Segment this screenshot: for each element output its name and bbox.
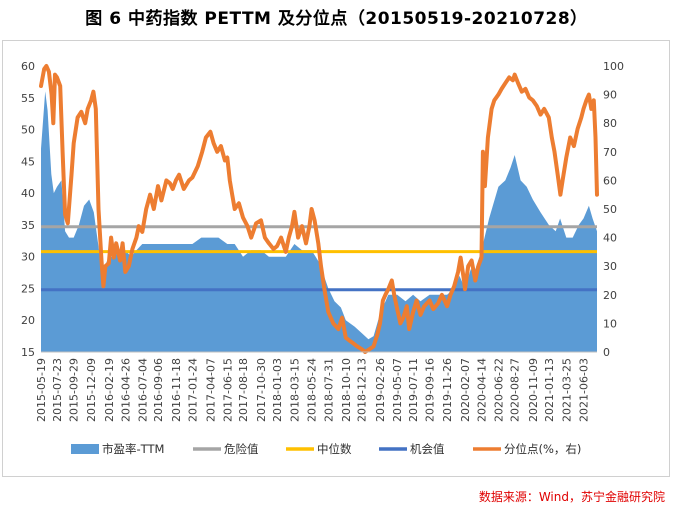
y-tick-label: 40 <box>21 187 35 200</box>
y2-tick-label: 90 <box>603 89 617 102</box>
chart-frame: 15 20 25 30 35 40 45 50 55 60 0 10 20 30 40 50 60 70 80 90 1… <box>2 40 670 477</box>
y-tick-label: 55 <box>21 92 35 105</box>
legend-opportunity-label: 机会值 <box>410 442 445 456</box>
y2-tick-label: 70 <box>603 146 617 159</box>
legend-percentile-label: 分位点(%，右) <box>504 442 581 456</box>
y-tick-label: 60 <box>21 60 35 73</box>
legend-pe-ttm-label: 市盈率-TTM <box>102 442 164 456</box>
y2-tick-label: 40 <box>603 232 617 245</box>
y-tick-label: 25 <box>21 282 35 295</box>
x-tick-label: 2016-11-18 <box>170 358 183 422</box>
y2-tick-label: 100 <box>603 60 624 73</box>
x-tick-label: 2016-04-26 <box>119 358 132 422</box>
x-tick-label: 2019-09-16 <box>424 358 437 422</box>
x-tick-label: 2017-08-18 <box>237 358 250 422</box>
x-tick-label: 2020-08-27 <box>509 358 522 422</box>
x-tick-label: 2016-07-04 <box>136 358 149 422</box>
x-tick-label: 2018-10-10 <box>340 358 353 422</box>
percentile-line <box>39 64 599 354</box>
x-tick-label: 2021-03-25 <box>560 358 573 422</box>
source-note: 数据来源：Wind，苏宁金融研究院 <box>478 490 665 504</box>
y2-tick-label: 80 <box>603 117 617 130</box>
x-tick-label: 2017-01-24 <box>186 358 199 422</box>
x-tick-label: 2020-04-14 <box>475 358 488 422</box>
x-tick-label: 2017-10-30 <box>255 358 268 422</box>
x-tick-label: 2019-07-11 <box>407 358 420 422</box>
y2-tick-label: 20 <box>603 289 617 302</box>
x-tick-label: 2017-04-07 <box>204 358 217 422</box>
x-tick-label: 2020-02-07 <box>459 358 472 422</box>
y2-tick-label: 50 <box>603 203 617 216</box>
y2-tick-label: 60 <box>603 174 617 187</box>
x-tick-label: 2017-06-15 <box>221 358 234 422</box>
y-tick-label: 35 <box>21 219 35 232</box>
x-tick-label: 2015-12-09 <box>85 358 98 422</box>
x-tick-label: 2018-05-24 <box>306 358 319 422</box>
x-tick-label: 2021-01-13 <box>543 358 556 422</box>
x-tick-label: 2018-12-13 <box>356 358 369 422</box>
x-tick-label: 2019-11-26 <box>441 358 454 422</box>
x-tick-label: 2018-01-03 <box>271 358 284 422</box>
x-tick-label: 2015-07-23 <box>51 358 64 422</box>
y-tick-label: 45 <box>21 155 35 168</box>
y2-tick-label: 30 <box>603 260 617 273</box>
y-tick-label: 15 <box>21 346 35 359</box>
x-tick-label: 2020-11-09 <box>527 358 540 422</box>
x-tick-label: 2018-07-31 <box>322 358 335 422</box>
x-tick-label: 2015-09-29 <box>68 358 81 422</box>
y-tick-label: 50 <box>21 124 35 137</box>
pe-ttm-area <box>41 91 597 353</box>
x-tick-label: 2015-05-19 <box>35 358 48 422</box>
x-tick-label: 2019-02-26 <box>374 358 387 422</box>
x-tick-label: 2021-06-03 <box>577 358 590 422</box>
x-tick-label: 2016-02-19 <box>103 358 116 422</box>
x-tick-label: 2016-09-06 <box>152 358 165 422</box>
y2-tick-label: 10 <box>603 317 617 330</box>
legend-danger-label: 危险值 <box>224 442 259 456</box>
y-tick-label: 20 <box>21 314 35 327</box>
pe-percentile-chart: 15 20 25 30 35 40 45 50 55 60 0 10 20 30 40 50 60 70 80 90 1… <box>21 60 624 456</box>
x-tick-label: 2018-03-15 <box>288 358 301 422</box>
y-tick-label: 30 <box>21 251 35 264</box>
y2-tick-label: 0 <box>603 346 610 359</box>
x-tick-label: 2019-05-07 <box>391 358 404 422</box>
page-title: 图 6 中药指数 PETTM 及分位点（20150519-20210728） <box>85 9 588 29</box>
legend-pe-ttm-swatch <box>71 444 99 454</box>
legend-median-label: 中位数 <box>317 442 352 456</box>
x-tick-label: 2020-06-22 <box>492 358 505 422</box>
